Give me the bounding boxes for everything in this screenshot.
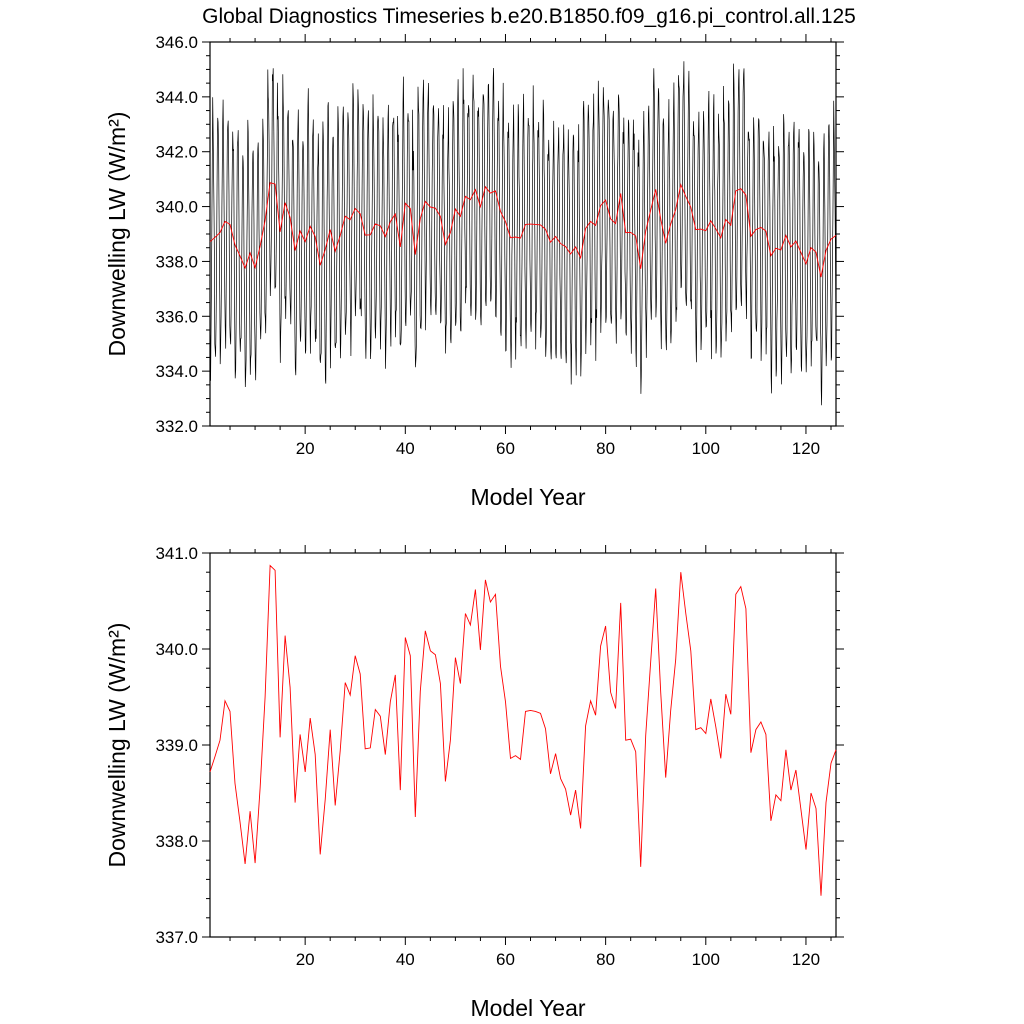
x-tick-label: 100	[692, 950, 720, 969]
top-x-axis-label: Model Year	[470, 484, 585, 510]
bottom-y-ticks: 337.0 338.0 339.0 340.0 341.0	[155, 544, 844, 947]
y-tick-label: 332.0	[155, 417, 198, 436]
monthly-series-line	[209, 61, 837, 406]
y-tick-label: 334.0	[155, 362, 198, 381]
x-tick-label: 40	[396, 950, 415, 969]
y-tick-label: 340.0	[155, 640, 198, 659]
top-monthly-series	[209, 61, 837, 406]
annual-mean-line	[209, 564, 837, 896]
top-x-ticks: 20 40 60 80 100 120	[229, 34, 832, 458]
bottom-y-axis-label: Downwelling LW (W/m²)	[104, 623, 130, 868]
x-tick-label: 20	[296, 950, 315, 969]
top-y-ticks: 332.0 334.0 336.0 338.0 340.0 342.0 344.0 346.0	[155, 33, 844, 436]
y-tick-label: 338.0	[155, 832, 198, 851]
y-tick-label: 336.0	[155, 307, 198, 326]
y-tick-label: 338.0	[155, 252, 198, 271]
y-tick-label: 344.0	[155, 88, 198, 107]
y-tick-label: 337.0	[155, 928, 198, 947]
x-tick-label: 60	[496, 439, 515, 458]
bottom-x-ticks: 20 40 60 80 100 120	[229, 545, 832, 969]
x-tick-label: 80	[596, 950, 615, 969]
x-tick-label: 120	[792, 439, 820, 458]
x-tick-label: 120	[792, 950, 820, 969]
figure-title: Global Diagnostics Timeseries b.e20.B185…	[202, 5, 856, 28]
x-tick-label: 40	[396, 439, 415, 458]
x-tick-label: 80	[596, 439, 615, 458]
y-tick-label: 346.0	[155, 33, 198, 52]
y-tick-label: 339.0	[155, 736, 198, 755]
y-tick-label: 340.0	[155, 198, 198, 217]
top-annual-series	[209, 182, 837, 278]
x-tick-label: 100	[692, 439, 720, 458]
top-panel: 20 40 60 80 100 120 332.0 334.0 336.0 338.0 340.0…	[104, 33, 844, 510]
bottom-annual-series	[209, 564, 837, 896]
x-tick-label: 20	[296, 439, 315, 458]
bottom-plot-frame	[209, 552, 837, 938]
top-y-axis-label: Downwelling LW (W/m²)	[104, 112, 130, 357]
x-tick-label: 60	[496, 950, 515, 969]
bottom-panel: 20 40 60 80 100 120 337.0 338.0 339.0 340.0 341.0…	[104, 544, 844, 1021]
bottom-x-axis-label: Model Year	[470, 995, 585, 1021]
y-tick-label: 342.0	[155, 143, 198, 162]
annual-mean-line	[209, 182, 837, 278]
y-tick-label: 341.0	[155, 544, 198, 563]
